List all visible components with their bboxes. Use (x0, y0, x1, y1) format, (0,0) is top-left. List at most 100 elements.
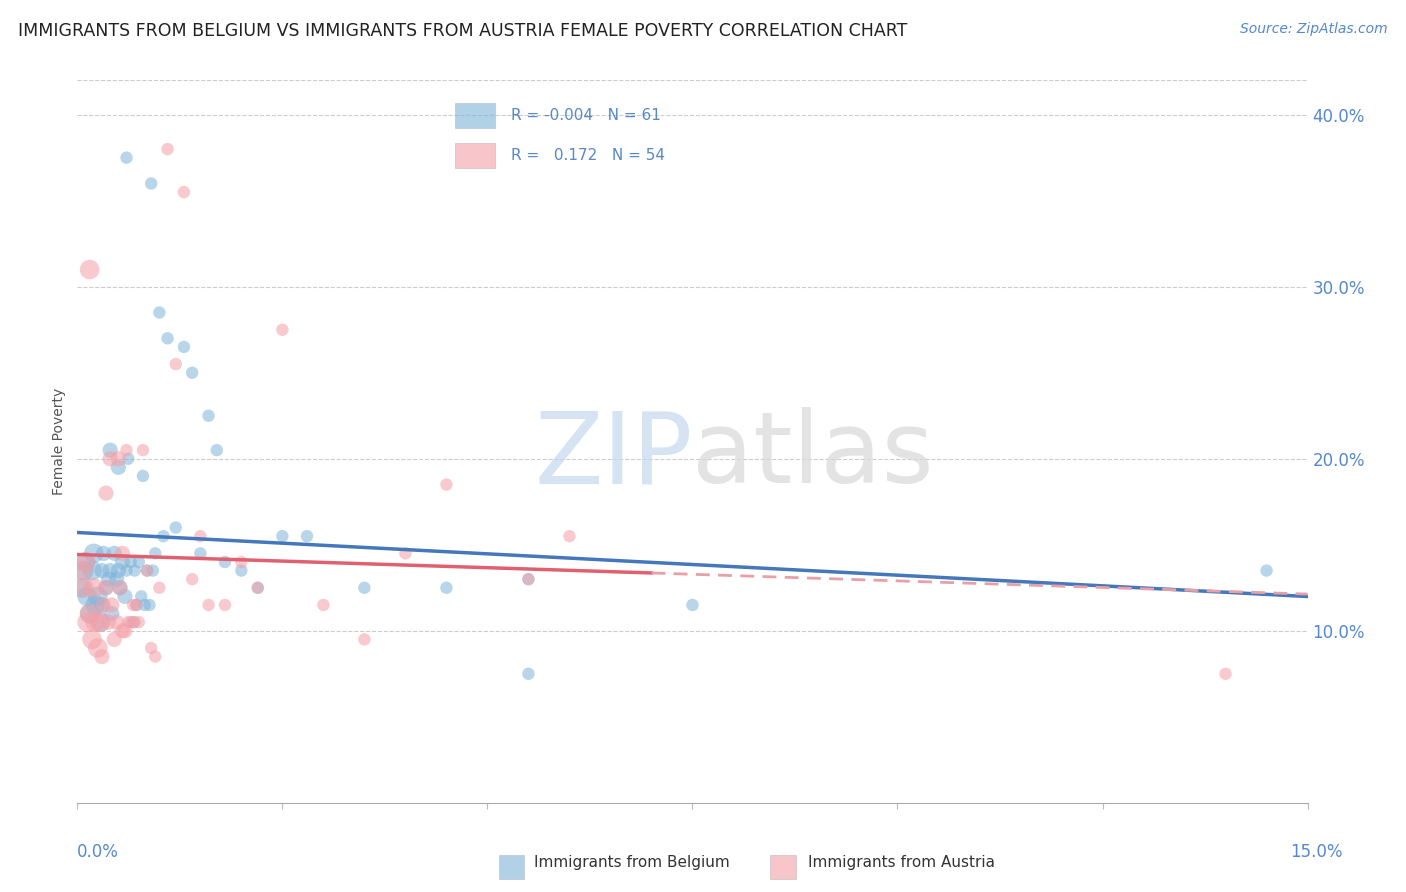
Point (142, 564, 165, 578)
Point (558, 529, 581, 543)
Point (120, 615, 142, 630)
Point (120, 555, 142, 569)
Text: Immigrants from Belgium: Immigrants from Belgium (534, 855, 730, 870)
Text: atlas: atlas (693, 408, 934, 505)
Y-axis label: Female Poverty: Female Poverty (52, 388, 66, 495)
Point (156, 331, 179, 345)
Point (136, 564, 159, 578)
FancyBboxPatch shape (456, 103, 495, 128)
Point (214, 555, 236, 569)
Point (94, 581, 117, 595)
Point (115, 564, 138, 578)
Point (136, 564, 159, 578)
Point (105, 572, 128, 586)
Point (517, 572, 540, 586)
Point (138, 598, 160, 612)
Text: Immigrants from Austria: Immigrants from Austria (808, 855, 995, 870)
Point (83, 546, 105, 560)
Point (214, 598, 236, 612)
Point (152, 529, 174, 543)
Point (111, 624, 134, 638)
Point (87, 590, 110, 604)
Point (107, 451, 129, 466)
Point (1215, 666, 1237, 681)
Point (89, 615, 111, 630)
Point (122, 615, 145, 630)
Point (173, 340, 195, 354)
Point (103, 632, 125, 647)
Point (103, 546, 125, 560)
Point (82, 632, 104, 647)
Point (89, 615, 111, 630)
Point (79, 607, 101, 621)
Point (111, 546, 134, 560)
Point (79, 262, 101, 277)
Point (148, 581, 170, 595)
Point (271, 529, 294, 543)
Point (117, 451, 139, 466)
Point (84, 598, 107, 612)
Point (75, 555, 97, 569)
Text: R =   0.172   N = 54: R = 0.172 N = 54 (510, 148, 665, 162)
Point (132, 443, 155, 458)
Point (353, 581, 375, 595)
Point (98, 443, 121, 458)
Point (107, 460, 129, 475)
Point (70, 564, 93, 578)
Point (76, 590, 98, 604)
Point (97, 572, 120, 586)
Point (246, 581, 269, 595)
Point (115, 151, 138, 165)
Point (181, 572, 204, 586)
Point (143, 546, 166, 560)
Point (115, 443, 138, 458)
Point (134, 598, 156, 612)
Point (682, 598, 704, 612)
Point (188, 546, 212, 560)
Point (98, 564, 121, 578)
Point (73, 581, 96, 595)
Point (90, 598, 114, 612)
Point (107, 564, 129, 578)
Point (132, 469, 155, 483)
Point (82, 564, 104, 578)
Point (125, 598, 148, 612)
Point (114, 624, 136, 638)
Point (197, 409, 219, 423)
Point (124, 615, 146, 630)
Point (181, 366, 204, 380)
Point (128, 615, 150, 630)
Point (436, 477, 458, 491)
Point (188, 529, 212, 543)
Point (93, 546, 115, 560)
Point (143, 649, 166, 664)
Point (125, 598, 148, 612)
Point (436, 581, 458, 595)
Point (93, 598, 115, 612)
Point (156, 142, 179, 156)
Text: 15.0%: 15.0% (1291, 843, 1343, 861)
Point (312, 598, 335, 612)
Point (124, 564, 146, 578)
Point (79, 607, 101, 621)
Point (84, 615, 107, 630)
Point (83, 581, 105, 595)
Point (108, 581, 131, 595)
Point (231, 564, 253, 578)
Point (105, 615, 128, 630)
FancyBboxPatch shape (456, 143, 495, 168)
Point (295, 529, 318, 543)
Point (114, 590, 136, 604)
Point (165, 520, 187, 534)
Point (231, 555, 253, 569)
Point (101, 607, 124, 621)
Point (1256, 564, 1278, 578)
Point (246, 581, 269, 595)
Text: IMMIGRANTS FROM BELGIUM VS IMMIGRANTS FROM AUSTRIA FEMALE POVERTY CORRELATION CH: IMMIGRANTS FROM BELGIUM VS IMMIGRANTS FR… (18, 22, 908, 40)
Point (87, 640, 110, 655)
Point (173, 185, 195, 199)
Point (205, 443, 228, 458)
Point (517, 666, 540, 681)
Point (90, 649, 114, 664)
Point (76, 615, 98, 630)
